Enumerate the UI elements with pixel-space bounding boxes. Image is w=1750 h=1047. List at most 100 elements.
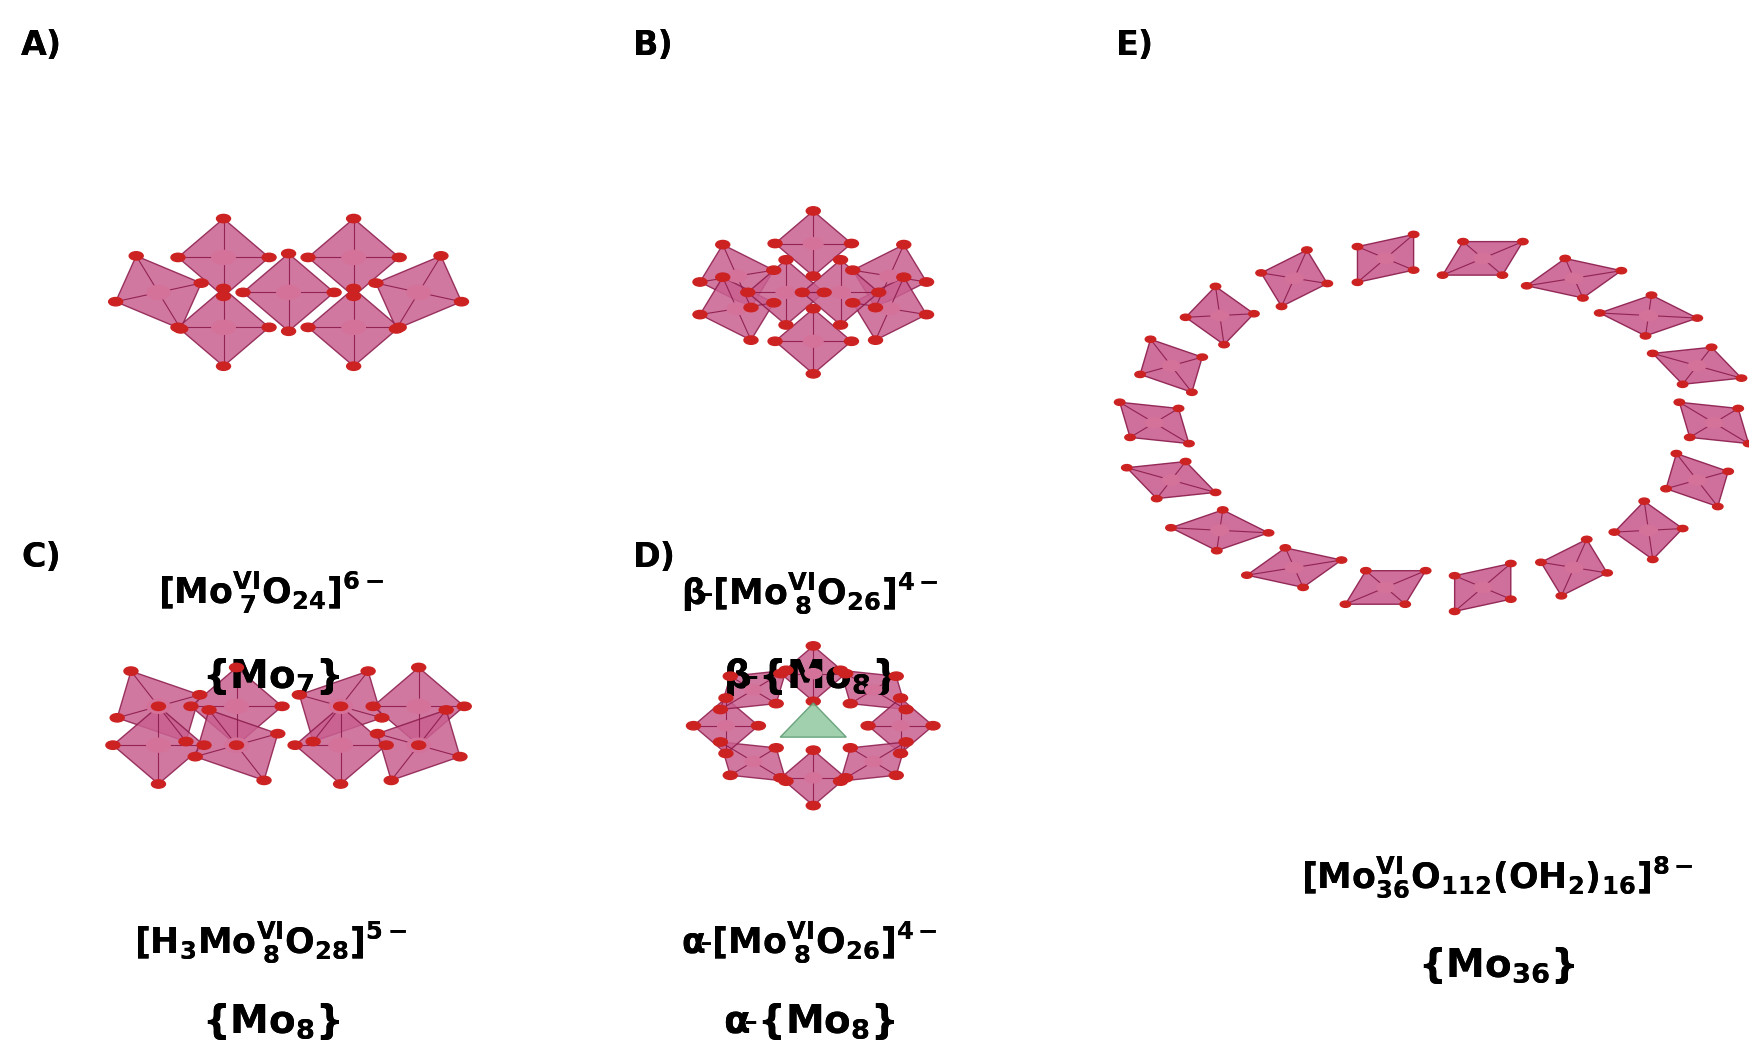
Circle shape (236, 288, 250, 296)
Circle shape (1218, 341, 1228, 348)
Circle shape (807, 697, 821, 706)
Circle shape (1264, 530, 1274, 536)
Circle shape (184, 703, 198, 711)
Circle shape (1671, 450, 1682, 456)
Circle shape (868, 336, 882, 344)
Polygon shape (747, 260, 824, 325)
Circle shape (152, 780, 166, 788)
Circle shape (366, 703, 380, 711)
Circle shape (838, 774, 852, 782)
Circle shape (889, 672, 903, 681)
Circle shape (766, 298, 780, 307)
Circle shape (1517, 239, 1528, 245)
Circle shape (1181, 459, 1192, 465)
Circle shape (457, 703, 471, 711)
Circle shape (774, 669, 788, 677)
Circle shape (1704, 418, 1722, 428)
Circle shape (1197, 354, 1207, 360)
Circle shape (807, 801, 821, 809)
Circle shape (1640, 310, 1657, 320)
Circle shape (1211, 525, 1228, 536)
Circle shape (257, 776, 271, 784)
Circle shape (1377, 253, 1395, 264)
Circle shape (1689, 360, 1706, 371)
Text: $\mathbf{[Mo^{VI}_{36}O_{112}(OH_2)_{16}]^{8-}}$: $\mathbf{[Mo^{VI}_{36}O_{112}(OH_2)_{16}… (1300, 854, 1694, 900)
Polygon shape (196, 710, 278, 780)
Circle shape (173, 325, 187, 333)
Text: $\mathbf{\beta\!\text{-}[Mo^{VI}_{\;8}O_{26}]^{4-}}$: $\mathbf{\beta\!\text{-}[Mo^{VI}_{\;8}O_… (681, 571, 938, 616)
Circle shape (346, 292, 360, 300)
Circle shape (1166, 525, 1176, 531)
Circle shape (919, 277, 933, 286)
Circle shape (1242, 572, 1253, 578)
Circle shape (1521, 283, 1531, 289)
Circle shape (329, 699, 352, 713)
Circle shape (896, 241, 910, 249)
Polygon shape (780, 646, 845, 701)
Polygon shape (114, 707, 205, 784)
Circle shape (1608, 529, 1619, 535)
Circle shape (779, 666, 793, 674)
Circle shape (726, 270, 747, 282)
Circle shape (385, 776, 399, 784)
Circle shape (844, 743, 858, 752)
Circle shape (1640, 498, 1650, 505)
Circle shape (1321, 281, 1332, 287)
Circle shape (130, 251, 144, 260)
Circle shape (1162, 474, 1180, 486)
Circle shape (1400, 601, 1410, 607)
Circle shape (744, 336, 758, 344)
Circle shape (1134, 372, 1144, 378)
Polygon shape (1262, 250, 1326, 307)
Circle shape (807, 272, 821, 281)
Circle shape (1647, 351, 1657, 357)
Polygon shape (1614, 502, 1683, 559)
Circle shape (152, 703, 166, 711)
Circle shape (774, 774, 788, 782)
Polygon shape (1652, 348, 1741, 384)
Circle shape (779, 255, 793, 264)
Circle shape (751, 721, 765, 730)
Circle shape (1736, 375, 1746, 381)
Circle shape (1582, 536, 1592, 542)
Polygon shape (1185, 287, 1255, 344)
Circle shape (1183, 441, 1194, 447)
Text: A): A) (21, 29, 61, 62)
Circle shape (1211, 548, 1222, 554)
Circle shape (408, 699, 430, 713)
Circle shape (1559, 255, 1570, 262)
Circle shape (807, 305, 821, 313)
Polygon shape (721, 670, 786, 710)
Polygon shape (1248, 548, 1342, 587)
Circle shape (229, 664, 243, 672)
Circle shape (390, 325, 404, 333)
Circle shape (110, 714, 124, 722)
Circle shape (900, 738, 914, 747)
Polygon shape (1442, 242, 1522, 275)
Circle shape (1256, 270, 1267, 276)
Circle shape (1115, 399, 1125, 405)
Circle shape (1377, 582, 1395, 593)
Circle shape (1640, 525, 1657, 536)
Text: $\mathbf{\alpha\!\text{-}[Mo^{VI}_{\;8}O_{26}]^{4-}}$: $\mathbf{\alpha\!\text{-}[Mo^{VI}_{\;8}O… (681, 919, 938, 964)
Circle shape (693, 310, 707, 318)
Polygon shape (693, 698, 758, 754)
Circle shape (1692, 315, 1703, 321)
Polygon shape (780, 751, 845, 805)
Circle shape (1578, 295, 1589, 302)
Polygon shape (116, 255, 201, 329)
Polygon shape (1526, 259, 1620, 298)
Text: E): E) (1116, 29, 1153, 62)
Circle shape (1474, 253, 1491, 264)
Circle shape (833, 666, 847, 674)
Polygon shape (243, 253, 334, 331)
Polygon shape (299, 671, 382, 741)
Text: $\mathbf{[Mo^{VI}_{\;7}O_{24}]^{6-}}$: $\mathbf{[Mo^{VI}_{\;7}O_{24}]^{6-}}$ (158, 570, 383, 617)
Circle shape (282, 249, 296, 258)
Circle shape (212, 320, 235, 334)
Circle shape (1279, 544, 1290, 551)
Polygon shape (700, 245, 774, 308)
Polygon shape (700, 277, 774, 340)
Text: $\mathbf{\alpha\!\text{-}[Mo^{VI}_{\;8}O_{26}]^{4-}}$: $\mathbf{\alpha\!\text{-}[Mo^{VI}_{\;8}O… (681, 919, 938, 964)
Circle shape (1211, 284, 1222, 290)
